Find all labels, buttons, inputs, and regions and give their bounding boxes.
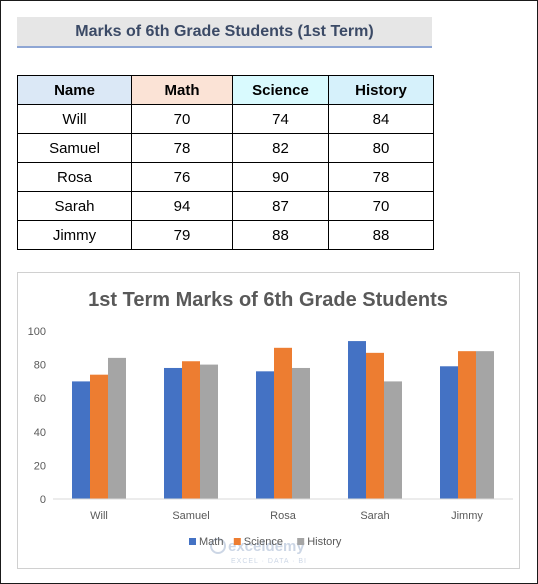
bar-math (256, 371, 274, 499)
bar-science (182, 361, 200, 499)
bar-history (108, 357, 126, 499)
x-tick-label: Sarah (360, 510, 389, 522)
chart-title: 1st Term Marks of 6th Grade Students (88, 289, 448, 311)
table-cell[interactable]: 78 (131, 133, 233, 163)
table-row: Will 70 74 84 (17, 104, 434, 134)
table-row: Rosa 76 90 78 (17, 162, 434, 192)
bar-history (292, 367, 310, 499)
bar-history (384, 381, 402, 499)
table-cell[interactable]: 74 (232, 104, 329, 134)
column-header-history[interactable]: History (328, 75, 434, 105)
watermark-logo-icon (210, 538, 226, 554)
watermark-tagline: EXCEL · DATA · BI (231, 558, 307, 565)
table-cell[interactable]: 84 (328, 104, 434, 134)
table-cell[interactable]: Will (17, 104, 132, 134)
table-cell[interactable]: 82 (232, 133, 329, 163)
column-header-science[interactable]: Science (232, 75, 329, 105)
bar-history (200, 364, 218, 499)
legend-swatch-history (297, 538, 305, 545)
plot-area: 0 20 40 60 80 100 Will Samuel Rosa Sarah Jimmy (28, 326, 513, 522)
watermark-brand: exceldemy (228, 538, 305, 555)
y-tick-label: 80 (34, 360, 46, 372)
table-row: Samuel 78 82 80 (17, 133, 434, 163)
legend-label-math: Math (199, 536, 223, 548)
table-cell[interactable]: Jimmy (17, 220, 132, 250)
x-tick-label: Jimmy (451, 510, 483, 522)
table-row: Jimmy 79 88 88 (17, 220, 434, 250)
bar-science (274, 347, 292, 499)
bar-math (164, 367, 182, 499)
marks-table: Name Math Science History Will 70 74 84 … (17, 75, 434, 250)
x-tick-label: Rosa (270, 510, 297, 522)
table-header-row: Name Math Science History (17, 75, 434, 105)
bar-science (458, 351, 476, 499)
y-tick-label: 100 (28, 326, 46, 338)
y-tick-label: 60 (34, 393, 46, 405)
table-cell[interactable]: 87 (232, 191, 329, 221)
watermark: exceldemy EXCEL · DATA · BI (210, 538, 307, 565)
chart-legend: Math Science History (189, 536, 342, 548)
legend-swatch-science (233, 538, 241, 545)
bar-history (476, 351, 494, 499)
legend-label-science: Science (244, 536, 283, 548)
bar-math (440, 366, 458, 499)
table-cell[interactable]: Samuel (17, 133, 132, 163)
table-cell[interactable]: 76 (131, 162, 233, 192)
bar-math (72, 381, 90, 499)
column-header-math[interactable]: Math (131, 75, 233, 105)
column-header-name[interactable]: Name (17, 75, 132, 105)
table-cell[interactable]: 79 (131, 220, 233, 250)
bar-science (90, 374, 108, 499)
y-tick-label: 40 (34, 427, 46, 439)
table-cell[interactable]: 88 (328, 220, 434, 250)
bar-chart: 1st Term Marks of 6th Grade Students exc… (28, 289, 513, 565)
chart-area[interactable]: 1st Term Marks of 6th Grade Students exc… (17, 272, 520, 569)
x-tick-label: Will (90, 510, 108, 522)
table-cell[interactable]: Sarah (17, 191, 132, 221)
table-row: Sarah 94 87 70 (17, 191, 434, 221)
legend-label-history: History (307, 536, 342, 548)
table-cell[interactable]: 80 (328, 133, 434, 163)
legend-swatch-math (189, 538, 196, 545)
table-cell[interactable]: 88 (232, 220, 329, 250)
table-cell[interactable]: 94 (131, 191, 233, 221)
bar-math (348, 341, 366, 499)
table-cell[interactable]: 70 (131, 104, 233, 134)
sheet-title: Marks of 6th Grade Students (1st Term) (17, 17, 432, 48)
sheet-title-text: Marks of 6th Grade Students (1st Term) (75, 22, 374, 40)
y-tick-label: 0 (40, 494, 46, 506)
y-tick-label: 20 (34, 460, 46, 472)
table-cell[interactable]: Rosa (17, 162, 132, 192)
bar-science (366, 352, 384, 499)
table-cell[interactable]: 78 (328, 162, 434, 192)
table-cell[interactable]: 90 (232, 162, 329, 192)
x-tick-label: Samuel (172, 510, 209, 522)
table-cell[interactable]: 70 (328, 191, 434, 221)
